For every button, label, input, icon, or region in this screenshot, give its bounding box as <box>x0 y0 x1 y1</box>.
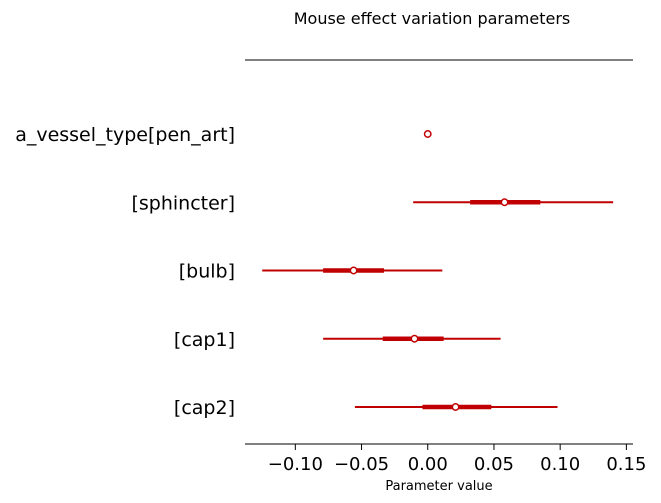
forest-row: [cap1] <box>174 329 501 351</box>
row-label: [cap1] <box>174 329 235 351</box>
mean-point <box>349 266 358 275</box>
x-axis-label: Parameter value <box>385 479 492 494</box>
forest-row: [bulb] <box>179 261 443 283</box>
x-tick-label: −0.05 <box>334 454 389 475</box>
x-tick-label: 0.05 <box>474 454 514 475</box>
row-label: [bulb] <box>179 261 235 283</box>
forest-row: [sphincter] <box>131 192 614 214</box>
forest-row: [cap2] <box>174 397 558 419</box>
mean-point <box>500 198 509 207</box>
row-label: a_vessel_type[pen_art] <box>15 124 235 146</box>
x-axis-ticks: −0.10 −0.05 0.00 0.05 0.10 0.15 <box>268 444 646 475</box>
mean-point <box>451 403 460 411</box>
row-label: [cap2] <box>174 397 235 419</box>
mean-point <box>410 334 419 343</box>
chart-title: Mouse effect variation parameters <box>294 9 571 28</box>
x-tick-label: 0.15 <box>606 454 646 475</box>
x-tick-label: 0.00 <box>408 454 448 475</box>
x-tick-label: −0.10 <box>268 454 323 475</box>
mean-point <box>423 130 432 138</box>
x-tick-label: 0.10 <box>540 454 580 475</box>
row-label: [sphincter] <box>131 192 235 214</box>
forest-row: a_vessel_type[pen_art] <box>15 124 432 146</box>
forest-rows: a_vessel_type[pen_art] [sphincter] [bulb] [… <box>15 124 614 419</box>
